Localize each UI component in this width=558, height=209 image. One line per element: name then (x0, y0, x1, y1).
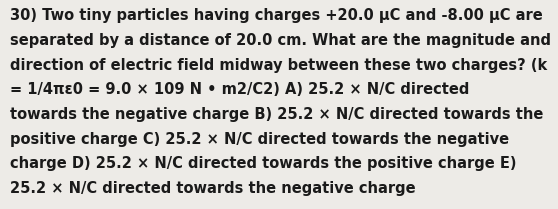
Text: direction of electric field midway between these two charges? (k: direction of electric field midway betwe… (10, 58, 547, 73)
Text: towards the negative charge B) 25.2 × N/C directed towards the: towards the negative charge B) 25.2 × N/… (10, 107, 543, 122)
Text: 25.2 × N/C directed towards the negative charge: 25.2 × N/C directed towards the negative… (10, 181, 416, 196)
Text: = 1/4πε0 = 9.0 × 109 N • m2/C2) A) 25.2 × N/C directed: = 1/4πε0 = 9.0 × 109 N • m2/C2) A) 25.2 … (10, 82, 469, 97)
Text: positive charge C) 25.2 × N/C directed towards the negative: positive charge C) 25.2 × N/C directed t… (10, 132, 509, 147)
Text: separated by a distance of 20.0 cm. What are the magnitude and: separated by a distance of 20.0 cm. What… (10, 33, 551, 48)
Text: charge D) 25.2 × N/C directed towards the positive charge E): charge D) 25.2 × N/C directed towards th… (10, 156, 517, 171)
Text: 30) Two tiny particles having charges +20.0 μC and -8.00 μC are: 30) Two tiny particles having charges +2… (10, 8, 543, 23)
